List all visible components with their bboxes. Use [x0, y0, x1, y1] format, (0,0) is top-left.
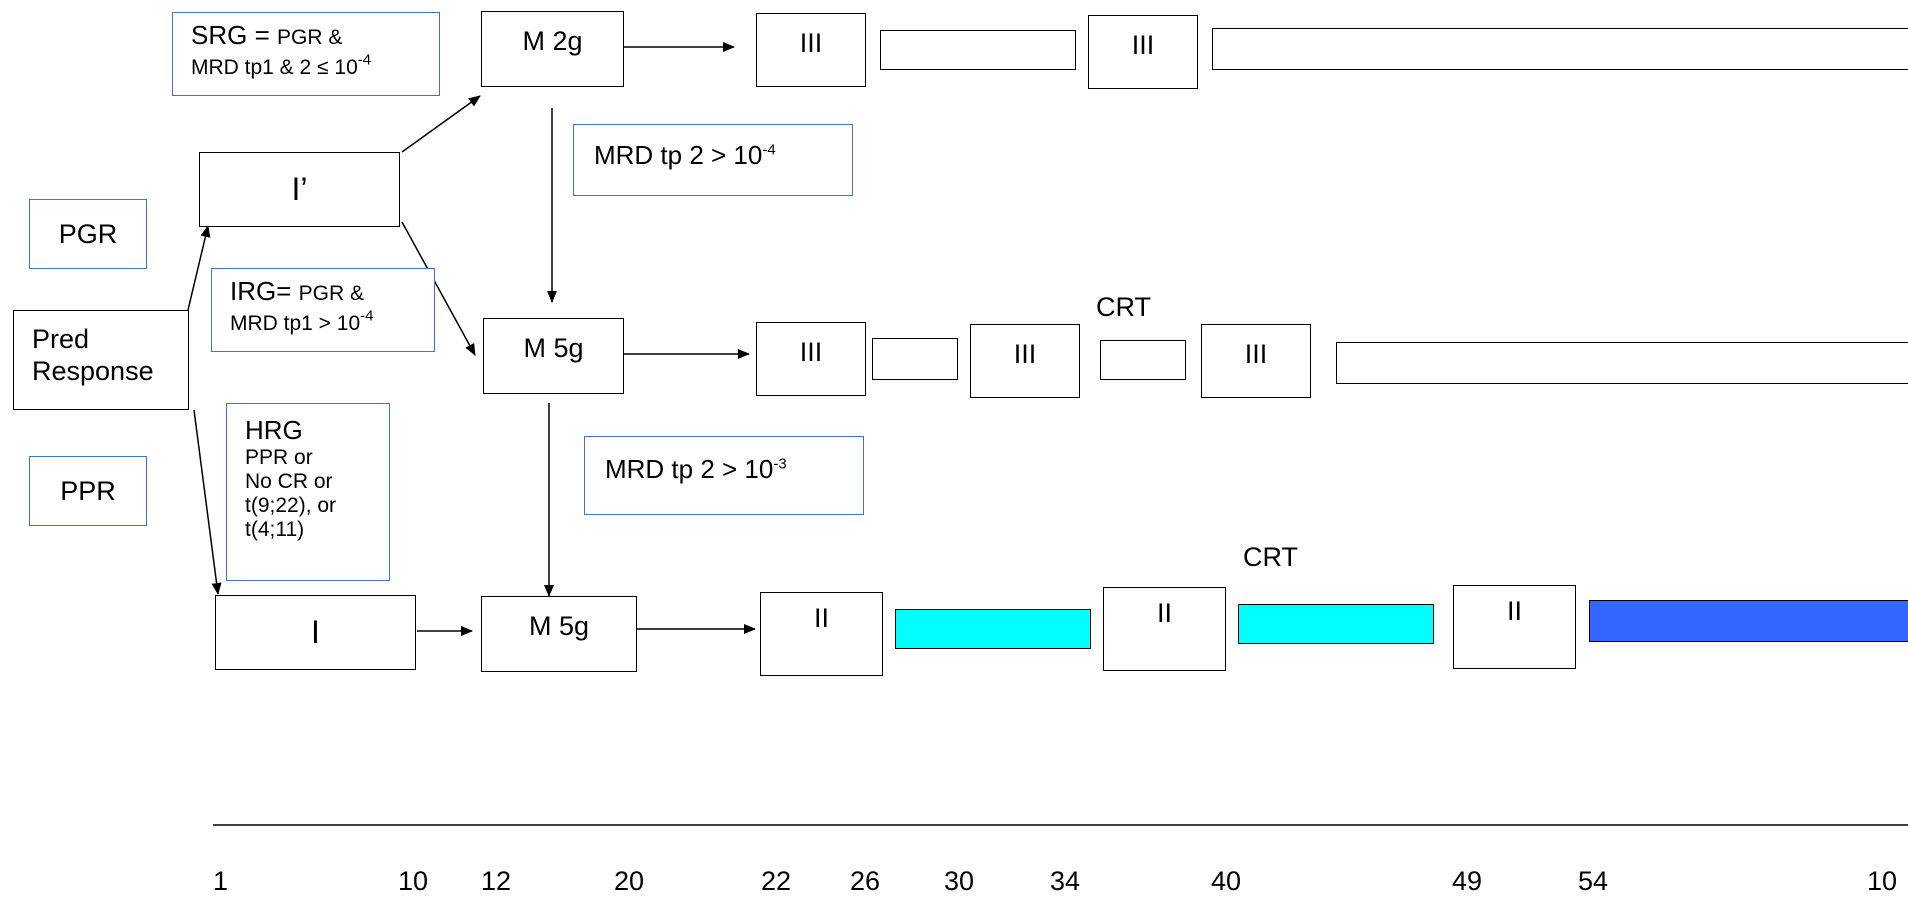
- m5g-mid-box: M 5g: [483, 318, 624, 394]
- mrd3-note: MRD tp 2 > 10-3: [584, 436, 864, 515]
- hrg-head: HRG: [245, 415, 303, 445]
- arrow-pred-to-i: [193, 409, 222, 595]
- tick-30: 30: [944, 866, 975, 896]
- tick-20: 20: [614, 866, 645, 896]
- crt-low-label: CRT: [1243, 542, 1299, 572]
- crt-mid-label: CRT: [1096, 292, 1152, 322]
- phase-ii-low-1: II: [760, 592, 883, 676]
- hrg-line3: t(9;22), or: [245, 494, 337, 518]
- phase-ii-low-2: II: [1103, 587, 1226, 671]
- srg-note: SRG = PGR & MRD tp1 & 2 ≤ 10-4: [172, 12, 440, 96]
- mrd4-text: MRD tp 2 > 10: [594, 140, 763, 170]
- mrd4-exponent: -4: [762, 141, 776, 159]
- arrow-pred-to-iprime: [187, 225, 211, 311]
- pred-response-box: Pred Response: [13, 310, 189, 410]
- tick-12: 12: [481, 866, 512, 896]
- m2g-box: M 2g: [481, 11, 624, 87]
- pgr-label: PGR: [29, 199, 147, 269]
- tick-22: 22: [761, 866, 792, 896]
- tick-26: 26: [850, 866, 881, 896]
- mrd3-exponent: -3: [773, 455, 787, 473]
- bar-top-2: [1212, 28, 1908, 70]
- phase-ii-low-3: II: [1453, 585, 1576, 669]
- phase-iii-mid-3: III: [1201, 324, 1311, 398]
- phase-iii-mid-1: III: [756, 322, 866, 396]
- bar-top-1: [880, 30, 1076, 70]
- tick-49: 49: [1452, 866, 1483, 896]
- ppr-label: PPR: [29, 456, 147, 526]
- irg-head: IRG=: [230, 276, 299, 306]
- tick-10-end: 10: [1867, 866, 1898, 896]
- cyan-bar-2: [1238, 604, 1434, 644]
- cyan-bar-1: [895, 609, 1091, 649]
- irg-line1: PGR &: [298, 282, 364, 305]
- srg-line1: PGR &: [276, 26, 343, 49]
- hrg-line1: PPR or: [245, 445, 313, 469]
- arrow-iprime-to-m2g: [401, 95, 481, 153]
- irg-exponent: -4: [360, 307, 374, 325]
- phase-iii-top-1: III: [756, 13, 866, 87]
- m5g-low-box: M 5g: [481, 596, 637, 672]
- phase-iii-top-2: III: [1088, 15, 1198, 89]
- bar-mid-3: [1336, 342, 1908, 384]
- srg-line2: MRD tp1 & 2 ≤ 10: [191, 55, 358, 79]
- bar-mid-2: [1100, 340, 1186, 380]
- tick-54: 54: [1578, 866, 1609, 896]
- irg-line2: MRD tp1 > 10: [230, 311, 361, 335]
- mrd4-note: MRD tp 2 > 10-4: [573, 124, 853, 196]
- tick-34: 34: [1050, 866, 1081, 896]
- hrg-note: HRG PPR or No CR or t(9;22), or t(4;11): [226, 403, 390, 581]
- tick-10: 10: [398, 866, 429, 896]
- phase-iii-mid-2: III: [970, 324, 1080, 398]
- irg-note: IRG= PGR & MRD tp1 > 10-4: [211, 268, 435, 352]
- bar-mid-1: [872, 338, 958, 380]
- hrg-line2: No CR or: [245, 470, 333, 494]
- i-box: I: [215, 595, 416, 670]
- srg-head: SRG =: [191, 20, 277, 50]
- srg-exponent: -4: [357, 51, 372, 69]
- mrd3-text: MRD tp 2 > 10: [605, 454, 774, 484]
- tick-40: 40: [1211, 866, 1242, 896]
- tick-1: 1: [213, 866, 229, 896]
- iprime-box: I’: [199, 152, 400, 227]
- hrg-line4: t(4;11): [245, 518, 305, 542]
- blue-bar: [1589, 600, 1908, 642]
